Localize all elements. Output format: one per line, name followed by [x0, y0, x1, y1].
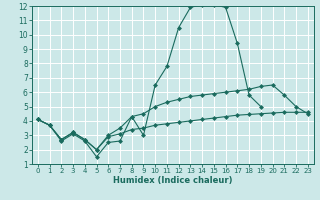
X-axis label: Humidex (Indice chaleur): Humidex (Indice chaleur) — [113, 176, 233, 185]
